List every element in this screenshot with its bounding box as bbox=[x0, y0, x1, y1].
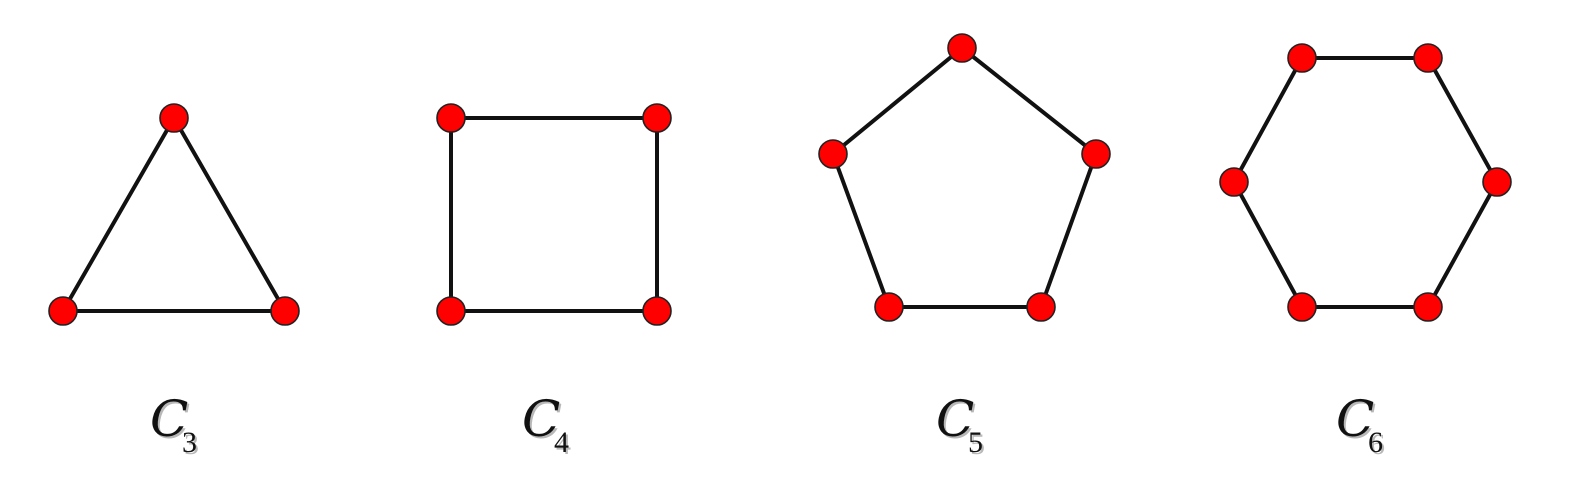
edge bbox=[1232, 180, 1304, 309]
vertex bbox=[1482, 167, 1512, 197]
svg-text:C: C bbox=[524, 392, 562, 450]
svg-text:C: C bbox=[152, 392, 190, 450]
vertex bbox=[1413, 43, 1443, 73]
edges bbox=[61, 116, 287, 313]
svg-text:C: C bbox=[1338, 392, 1376, 450]
graph-c6: C 6 C 6 bbox=[1219, 43, 1512, 461]
graph-label-letter: C bbox=[1336, 390, 1374, 448]
edge bbox=[1232, 56, 1304, 184]
svg-text:3: 3 bbox=[184, 428, 199, 461]
vertex bbox=[48, 296, 78, 326]
vertex bbox=[270, 296, 300, 326]
graph-label-letter: C bbox=[522, 390, 560, 448]
graph-label: C 4 C 4 bbox=[522, 390, 571, 461]
edge bbox=[960, 46, 1098, 156]
graph-label-letter: C bbox=[150, 390, 188, 448]
edge bbox=[1426, 180, 1499, 309]
vertex bbox=[874, 292, 904, 322]
edge bbox=[831, 46, 964, 156]
edges bbox=[831, 46, 1098, 309]
edge bbox=[172, 116, 287, 313]
svg-text:5: 5 bbox=[970, 428, 985, 461]
vertex bbox=[436, 103, 466, 133]
svg-text:6: 6 bbox=[1370, 428, 1385, 461]
edges bbox=[1232, 56, 1499, 309]
graph-label: C 5 C 5 bbox=[936, 390, 985, 461]
vertices bbox=[818, 33, 1111, 322]
graph-label-subscript: 6 bbox=[1368, 426, 1383, 459]
svg-text:4: 4 bbox=[556, 428, 571, 461]
edge bbox=[1426, 56, 1499, 184]
vertex bbox=[159, 103, 189, 133]
graph-label-subscript: 3 bbox=[182, 426, 197, 459]
vertices bbox=[436, 103, 672, 326]
vertex bbox=[642, 103, 672, 133]
graph-label-subscript: 4 bbox=[554, 426, 569, 459]
vertices bbox=[1219, 43, 1512, 322]
svg-text:C: C bbox=[938, 392, 976, 450]
vertex bbox=[818, 139, 848, 169]
vertex bbox=[1287, 43, 1317, 73]
edge bbox=[831, 152, 891, 309]
graph-c3: C 3 C 3 bbox=[48, 103, 300, 461]
vertex bbox=[1081, 139, 1111, 169]
edge bbox=[1039, 152, 1098, 309]
vertex bbox=[1026, 292, 1056, 322]
vertices bbox=[48, 103, 300, 326]
graph-label-letter: C bbox=[936, 390, 974, 448]
vertex bbox=[1413, 292, 1443, 322]
vertex bbox=[1219, 167, 1249, 197]
graph-label: C 6 C 6 bbox=[1336, 390, 1385, 461]
graph-c4: C 4 C 4 bbox=[436, 103, 672, 461]
graph-label: C 3 C 3 bbox=[150, 390, 199, 461]
edges bbox=[449, 116, 659, 313]
vertex bbox=[1287, 292, 1317, 322]
vertex bbox=[642, 296, 672, 326]
graph-c5: C 5 C 5 bbox=[818, 33, 1111, 461]
vertex bbox=[947, 33, 977, 63]
vertex bbox=[436, 296, 466, 326]
edge bbox=[61, 116, 176, 313]
graph-label-subscript: 5 bbox=[968, 426, 983, 459]
